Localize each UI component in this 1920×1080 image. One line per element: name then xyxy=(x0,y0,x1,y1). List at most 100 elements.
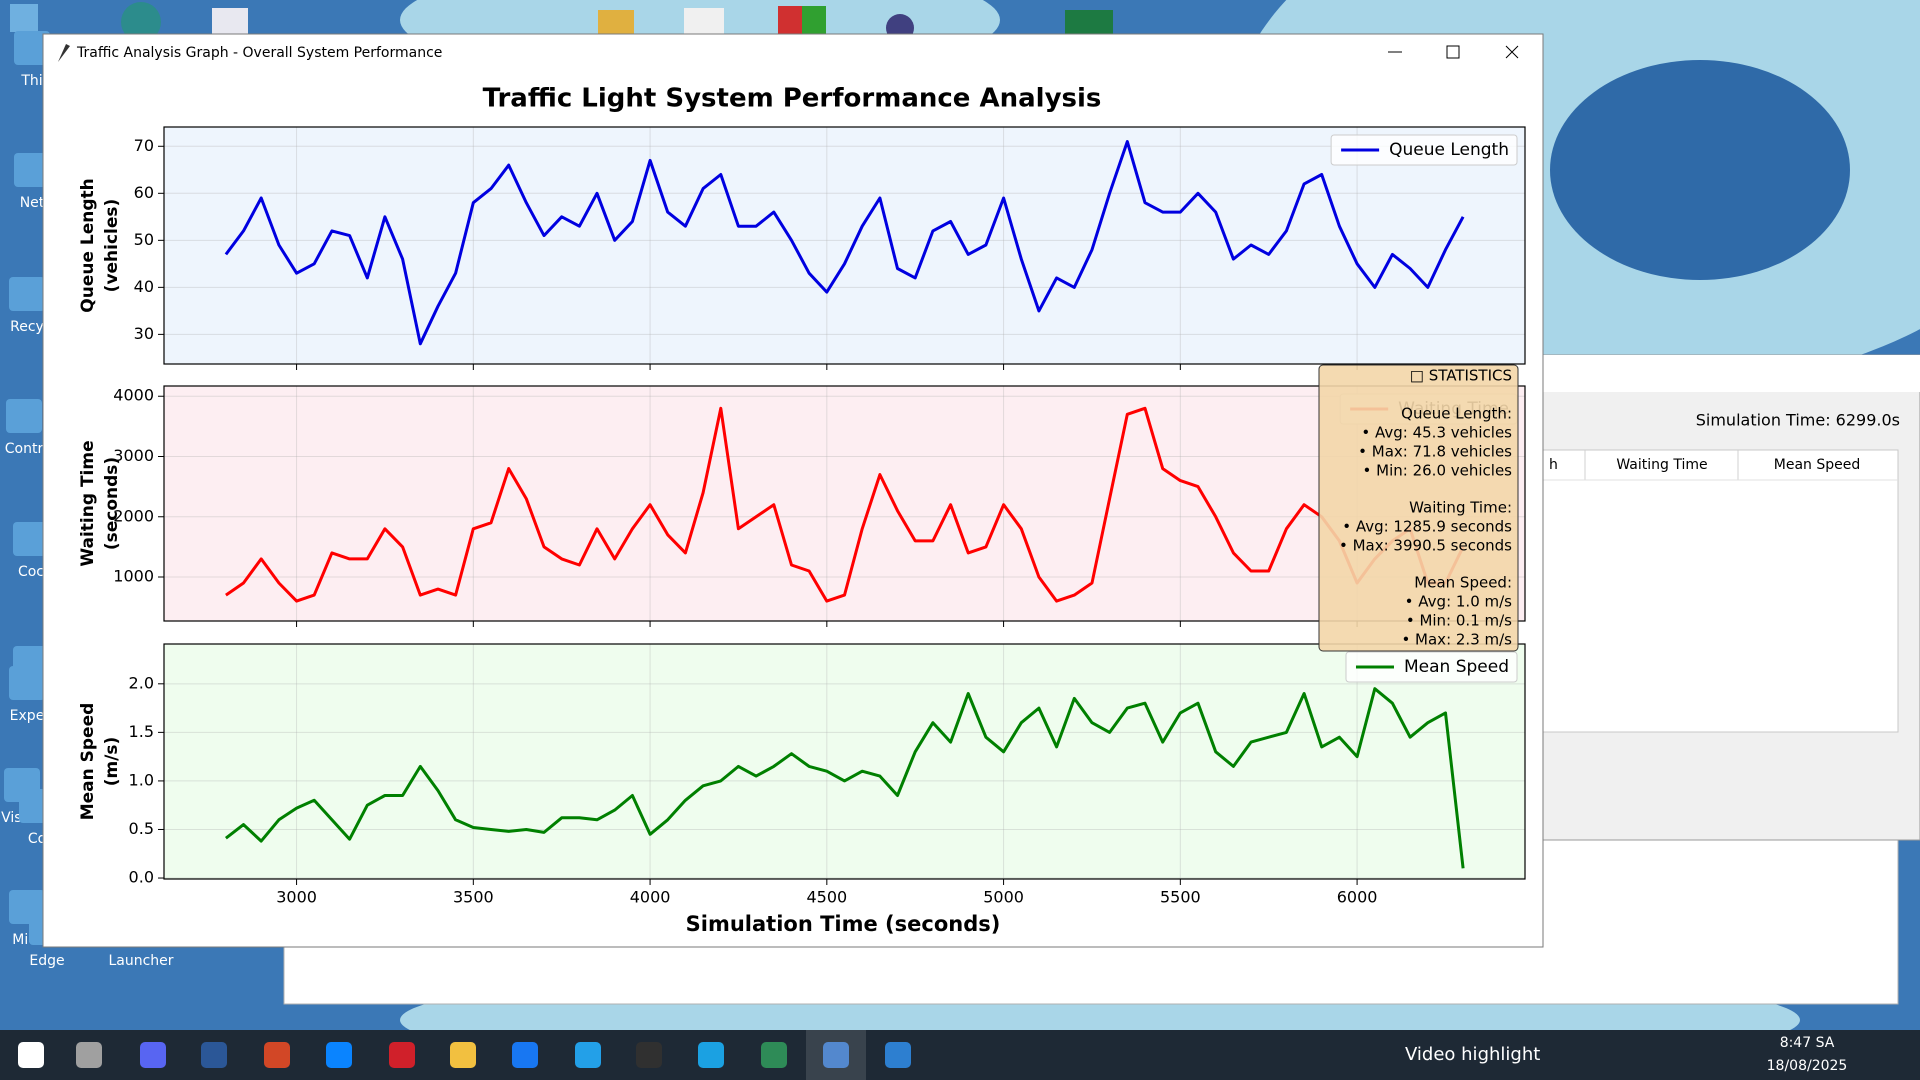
taskbar-icon[interactable] xyxy=(389,1042,415,1068)
y-tick-label: 30 xyxy=(134,324,154,343)
statistics-heading: □ STATISTICS xyxy=(1410,367,1512,385)
x-tick-label: 3500 xyxy=(453,888,494,907)
window-icon xyxy=(58,44,70,62)
desktop-icon[interactable] xyxy=(598,10,634,34)
y-tick-label: 50 xyxy=(134,230,154,249)
statistics-frame xyxy=(1318,364,1519,652)
legend: Mean Speed xyxy=(1345,651,1518,683)
desktop-icon[interactable] xyxy=(14,31,50,65)
x-tick-label: 4000 xyxy=(630,888,671,907)
desktop-icon-label[interactable]: Co xyxy=(28,831,46,847)
legend-label: Queue Length xyxy=(1389,140,1509,160)
statistics-line: • Avg: 1.0 m/s xyxy=(1405,593,1513,611)
statistics-section-title: Queue Length: xyxy=(1401,405,1512,423)
statistics-line: • Min: 0.1 m/s xyxy=(1406,612,1512,630)
desktop-icon[interactable] xyxy=(6,399,42,433)
clock-date[interactable]: 18/08/2025 xyxy=(1767,1058,1848,1074)
desktop-icon-label[interactable]: Net xyxy=(20,195,45,211)
y-axis-label: Queue Length xyxy=(78,178,98,313)
taskbar xyxy=(0,1030,1920,1080)
axes-background xyxy=(164,127,1525,364)
desktop-icon[interactable] xyxy=(13,522,49,556)
taskbar-active[interactable] xyxy=(806,1030,866,1080)
desktop-icon-label[interactable]: Recy xyxy=(10,319,44,335)
legend: Queue Length xyxy=(1330,134,1518,166)
desktop-icon[interactable] xyxy=(684,8,724,34)
desktop-icon[interactable] xyxy=(212,8,248,34)
statistics-line: • Max: 3990.5 seconds xyxy=(1339,537,1512,555)
column-header: h xyxy=(1549,457,1558,473)
taskbar-icon[interactable] xyxy=(512,1042,538,1068)
y-tick-label: 1.5 xyxy=(129,722,154,741)
x-tick-label: 6000 xyxy=(1337,888,1378,907)
y-axis-label: (seconds) xyxy=(102,457,122,550)
maximize-button[interactable] xyxy=(1446,45,1460,59)
desktop-icon[interactable] xyxy=(802,6,826,34)
taskbar-icon[interactable] xyxy=(575,1042,601,1068)
y-axis-label: (vehicles) xyxy=(102,199,122,293)
taskbar-icon[interactable] xyxy=(450,1042,476,1068)
data-line xyxy=(224,140,1465,346)
notification-text[interactable]: Video highlight xyxy=(1405,1044,1540,1065)
desktop-icon[interactable] xyxy=(14,153,50,187)
taskbar-icon[interactable] xyxy=(76,1042,102,1068)
taskbar-icons xyxy=(18,1030,911,1080)
desktop-icon-label[interactable]: Launcher xyxy=(108,953,173,969)
statistics-line: • Max: 71.8 vehicles xyxy=(1358,443,1512,461)
background-title-bar xyxy=(1543,355,1920,392)
desktop-icon-label[interactable]: Coc xyxy=(18,564,44,580)
statistics-line: • Min: 26.0 vehicles xyxy=(1363,462,1513,480)
x-axis-label: Simulation Time (seconds) xyxy=(686,912,1001,936)
desktop-icon-label[interactable]: Expe xyxy=(10,708,45,724)
desktop-icon[interactable] xyxy=(1065,10,1113,34)
simulation-time: Simulation Time: 6299.0s xyxy=(1696,411,1900,430)
statistics-line: • Avg: 1285.9 seconds xyxy=(1342,518,1512,536)
desktop-icon[interactable] xyxy=(121,2,161,42)
x-tick-label: 4500 xyxy=(806,888,847,907)
window-title: Traffic Analysis Graph - Overall System … xyxy=(76,45,442,61)
taskbar-icon[interactable] xyxy=(18,1042,44,1068)
y-tick-label: 3000 xyxy=(113,446,154,465)
y-axis-label: (m/s) xyxy=(102,737,122,787)
desktop-icon-label[interactable]: Thi xyxy=(20,73,42,89)
desktop-icon[interactable] xyxy=(10,4,38,32)
y-tick-label: 4000 xyxy=(113,386,154,405)
y-tick-label: 40 xyxy=(134,277,154,296)
y-tick-label: 1.0 xyxy=(129,770,154,789)
clock-time[interactable]: 8:47 SA xyxy=(1780,1035,1835,1051)
axes-frame xyxy=(163,126,1526,365)
taskbar-icon[interactable] xyxy=(264,1042,290,1068)
statistics-box: □ STATISTICS Queue Length:• Avg: 45.3 veh… xyxy=(1318,364,1519,652)
x-tick-label: 3000 xyxy=(276,888,317,907)
axes-background xyxy=(164,644,1525,879)
desktop-icon-label[interactable]: Edge xyxy=(29,953,64,969)
data-line xyxy=(225,406,1465,603)
axes-background xyxy=(164,386,1525,621)
taskbar-icon[interactable] xyxy=(761,1042,787,1068)
y-tick-label: 0.0 xyxy=(129,868,154,887)
taskbar-icon[interactable] xyxy=(698,1042,724,1068)
y-tick-label: 70 xyxy=(134,136,154,155)
x-tick-label: 5500 xyxy=(1160,888,1201,907)
desktop-icon[interactable] xyxy=(9,277,45,311)
desktop-icon[interactable] xyxy=(9,666,45,700)
taskbar-icon[interactable] xyxy=(140,1042,166,1068)
taskbar-icon[interactable] xyxy=(201,1042,227,1068)
y-tick-label: 2000 xyxy=(113,506,154,525)
taskbar-icon[interactable] xyxy=(823,1042,849,1068)
close-button[interactable] xyxy=(1505,45,1519,59)
legend-frame xyxy=(1345,651,1518,683)
chart-title: Traffic Light System Performance Analysi… xyxy=(483,84,1102,114)
taskbar-icon[interactable] xyxy=(885,1042,911,1068)
column-header: Mean Speed xyxy=(1774,457,1860,473)
taskbar-icon[interactable] xyxy=(326,1042,352,1068)
desktop-icon-label[interactable]: Contr xyxy=(5,441,44,457)
taskbar-icon[interactable] xyxy=(636,1042,662,1068)
desktop-icon[interactable] xyxy=(778,6,802,34)
legend-label: Mean Speed xyxy=(1404,657,1509,677)
y-axis-label: Waiting Time xyxy=(78,440,98,566)
y-tick-label: 1000 xyxy=(113,567,154,586)
